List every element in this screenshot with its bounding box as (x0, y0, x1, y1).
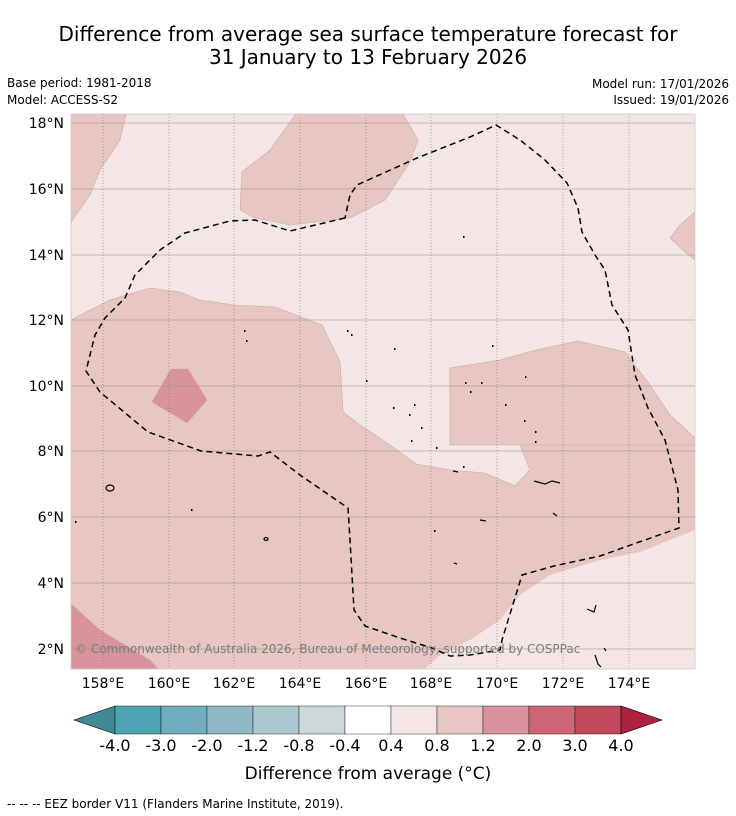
colorbar-extend-high (620, 705, 663, 735)
longitude-label: 172°E (542, 676, 585, 692)
islands (105, 470, 607, 668)
colorbar-tick-label: -4.0 (99, 736, 130, 755)
longitude-labels: 158°E 160°E 162°E 164°E 166°E 168°E 170°E 172°E… (82, 676, 651, 692)
colorbar-tick-label: -0.4 (329, 736, 360, 755)
anomaly-patch-strong-center (151, 368, 208, 424)
longitude-label: 170°E (476, 676, 519, 692)
colorbar-tick-label: 0.8 (424, 736, 449, 755)
latitude-label: 4°N (38, 576, 64, 592)
colorbar-tick-label: -1.2 (237, 736, 268, 755)
latitude-label: 2°N (38, 642, 64, 658)
longitude-label: 160°E (148, 676, 191, 692)
latitude-label: 18°N (29, 116, 64, 132)
colorbar-bin (482, 705, 530, 735)
model-label: Model: ACCESS-S2 (7, 93, 119, 107)
colorbar-bin (344, 705, 392, 735)
latitude-label: 8°N (38, 444, 64, 460)
map-plot-area (71, 114, 695, 669)
colorbar-tick-label: 4.0 (608, 736, 633, 755)
colorbar-tick-label: 0.4 (378, 736, 403, 755)
anomaly-patch-strong-sw (71, 603, 159, 669)
latitude-label: 12°N (29, 313, 64, 329)
colorbar-bin (298, 705, 346, 735)
latitude-label: 6°N (38, 510, 64, 526)
colorbar-bin (114, 705, 162, 735)
longitude-label: 162°E (213, 676, 256, 692)
latitude-label: 14°N (29, 248, 64, 264)
latitude-label: 10°N (29, 379, 64, 395)
map-frame (70, 113, 696, 670)
colorbar-title: Difference from average (°C) (244, 764, 492, 784)
anomaly-region-ne-light (450, 340, 695, 438)
longitude-label: 166°E (345, 676, 388, 692)
colorbar-tick-label: 1.2 (470, 736, 495, 755)
colorbar-bin (436, 705, 484, 735)
colorbar-extend-low (73, 705, 116, 735)
latitude-labels: 18°N 16°N 14°N 12°N 10°N 8°N 6°N 4°N 2°N (29, 116, 64, 658)
chart-title-line2: 31 January to 13 February 2026 (208, 45, 528, 69)
colorbar-tick-label: -3.0 (145, 736, 176, 755)
colorbar-labels: -4.0 -3.0 -2.0 -1.2 -0.8 -0.4 0.4 0.8 1.2 2.0 3.0 4… (99, 736, 633, 755)
colorbar-bin (160, 705, 208, 735)
colorbar-bin (574, 705, 622, 735)
longitude-label: 168°E (410, 676, 453, 692)
eez-border (85, 124, 680, 657)
colorbar-bin (390, 705, 438, 735)
colorbar (73, 705, 663, 735)
colorbar-bin (252, 705, 300, 735)
colorbar-tick-label: 3.0 (562, 736, 587, 755)
latitude-label: 16°N (29, 182, 64, 198)
colorbar-bin (528, 705, 576, 735)
colorbar-bin (206, 705, 254, 735)
longitude-label: 174°E (608, 676, 651, 692)
copyright-notice: © Commonwealth of Australia 2026, Bureau… (75, 642, 580, 656)
colorbar-tick-label: -2.0 (191, 736, 222, 755)
model-run-label: Model run: 17/01/2026 (591, 77, 729, 91)
issued-label: Issued: 19/01/2026 (613, 93, 729, 107)
longitude-label: 164°E (279, 676, 322, 692)
base-period-label: Base period: 1981-2018 (7, 76, 152, 90)
anomaly-region-north (239, 114, 419, 226)
anomaly-region-se-light (425, 530, 695, 669)
chart-title-line1: Difference from average sea surface temp… (58, 22, 678, 46)
island-dots (75, 236, 537, 532)
colorbar-tick-label: -0.8 (283, 736, 314, 755)
eez-legend-note: -- -- -- EEZ border V11 (Flanders Marine… (7, 797, 344, 811)
anomaly-region-east-edge (669, 211, 695, 261)
longitude-label: 158°E (82, 676, 125, 692)
anomaly-region-nw (71, 114, 127, 223)
colorbar-tick-label: 2.0 (516, 736, 541, 755)
map-gridlines (71, 114, 695, 669)
